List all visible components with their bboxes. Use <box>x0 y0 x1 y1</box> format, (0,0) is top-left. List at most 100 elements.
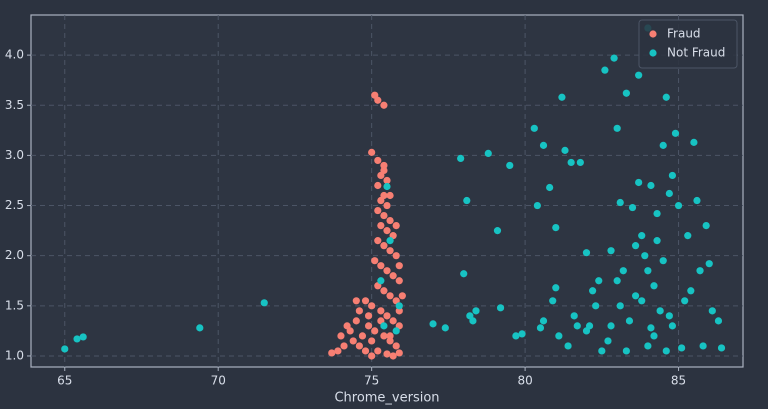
point <box>349 337 357 345</box>
y-tick-label: 2.0 <box>5 248 24 262</box>
point <box>361 297 370 305</box>
point <box>368 148 376 156</box>
point <box>717 344 726 352</box>
point <box>567 158 575 167</box>
point <box>631 292 640 300</box>
point <box>555 332 563 340</box>
point <box>361 347 370 355</box>
y-tick-label: 2.5 <box>5 198 24 212</box>
point <box>518 330 526 338</box>
point <box>570 312 578 320</box>
point <box>638 297 646 305</box>
point <box>398 292 406 300</box>
point <box>377 196 385 205</box>
point <box>656 307 664 315</box>
point <box>386 292 394 300</box>
point <box>702 221 710 230</box>
point <box>616 198 624 207</box>
point <box>374 181 382 190</box>
point <box>383 182 391 191</box>
point <box>641 252 649 260</box>
point <box>383 201 391 210</box>
y-tick-label: 3.0 <box>5 148 24 162</box>
point <box>644 267 652 275</box>
legend-label: Not Fraud <box>667 46 725 60</box>
point <box>592 302 600 310</box>
point <box>389 317 397 325</box>
point <box>484 149 492 157</box>
point <box>389 272 397 280</box>
point <box>368 352 376 360</box>
point <box>355 342 363 350</box>
point <box>429 320 437 328</box>
point <box>589 287 597 295</box>
point <box>628 203 637 212</box>
point <box>665 312 673 320</box>
point <box>386 216 394 225</box>
point <box>377 307 385 315</box>
point <box>668 171 677 180</box>
point <box>598 347 606 355</box>
point <box>383 312 391 320</box>
point <box>647 181 655 190</box>
point <box>714 317 723 325</box>
point <box>73 335 81 343</box>
point <box>635 71 643 79</box>
x-tick-label: 80 <box>517 374 532 388</box>
point <box>380 287 388 295</box>
point <box>352 317 360 325</box>
point <box>358 332 367 340</box>
point <box>469 317 477 325</box>
point <box>533 201 541 210</box>
point <box>650 332 658 340</box>
point <box>395 307 403 315</box>
point <box>380 322 388 330</box>
point <box>196 324 204 332</box>
point <box>671 129 680 137</box>
point <box>546 183 554 192</box>
point <box>678 344 686 352</box>
point <box>364 312 373 320</box>
point <box>334 347 342 355</box>
point <box>463 196 471 205</box>
point <box>61 345 69 353</box>
point <box>460 270 468 278</box>
legend-box <box>638 19 738 69</box>
point <box>374 237 382 245</box>
point <box>644 342 652 350</box>
point <box>549 297 557 305</box>
point <box>681 297 689 305</box>
point <box>260 299 268 307</box>
y-tick-label: 4.0 <box>5 48 24 62</box>
point <box>650 282 658 290</box>
point <box>696 267 704 275</box>
point <box>371 327 379 335</box>
point <box>392 342 400 350</box>
point <box>564 342 572 350</box>
point <box>386 237 394 245</box>
point <box>457 154 465 163</box>
point <box>604 337 612 345</box>
point <box>653 209 661 218</box>
point <box>343 322 351 330</box>
point <box>506 161 514 170</box>
point <box>699 342 707 350</box>
point <box>441 324 449 332</box>
point <box>690 138 698 146</box>
point <box>395 302 403 310</box>
point <box>573 322 581 330</box>
point <box>380 161 388 170</box>
point <box>601 66 609 74</box>
point <box>616 302 624 310</box>
point <box>340 342 348 350</box>
point <box>647 324 655 332</box>
point <box>377 221 385 230</box>
x-tick-label: 65 <box>57 374 72 388</box>
point <box>374 96 382 104</box>
point <box>383 227 391 235</box>
point <box>386 337 394 345</box>
point <box>337 332 345 340</box>
point <box>631 242 640 250</box>
point <box>512 332 520 340</box>
